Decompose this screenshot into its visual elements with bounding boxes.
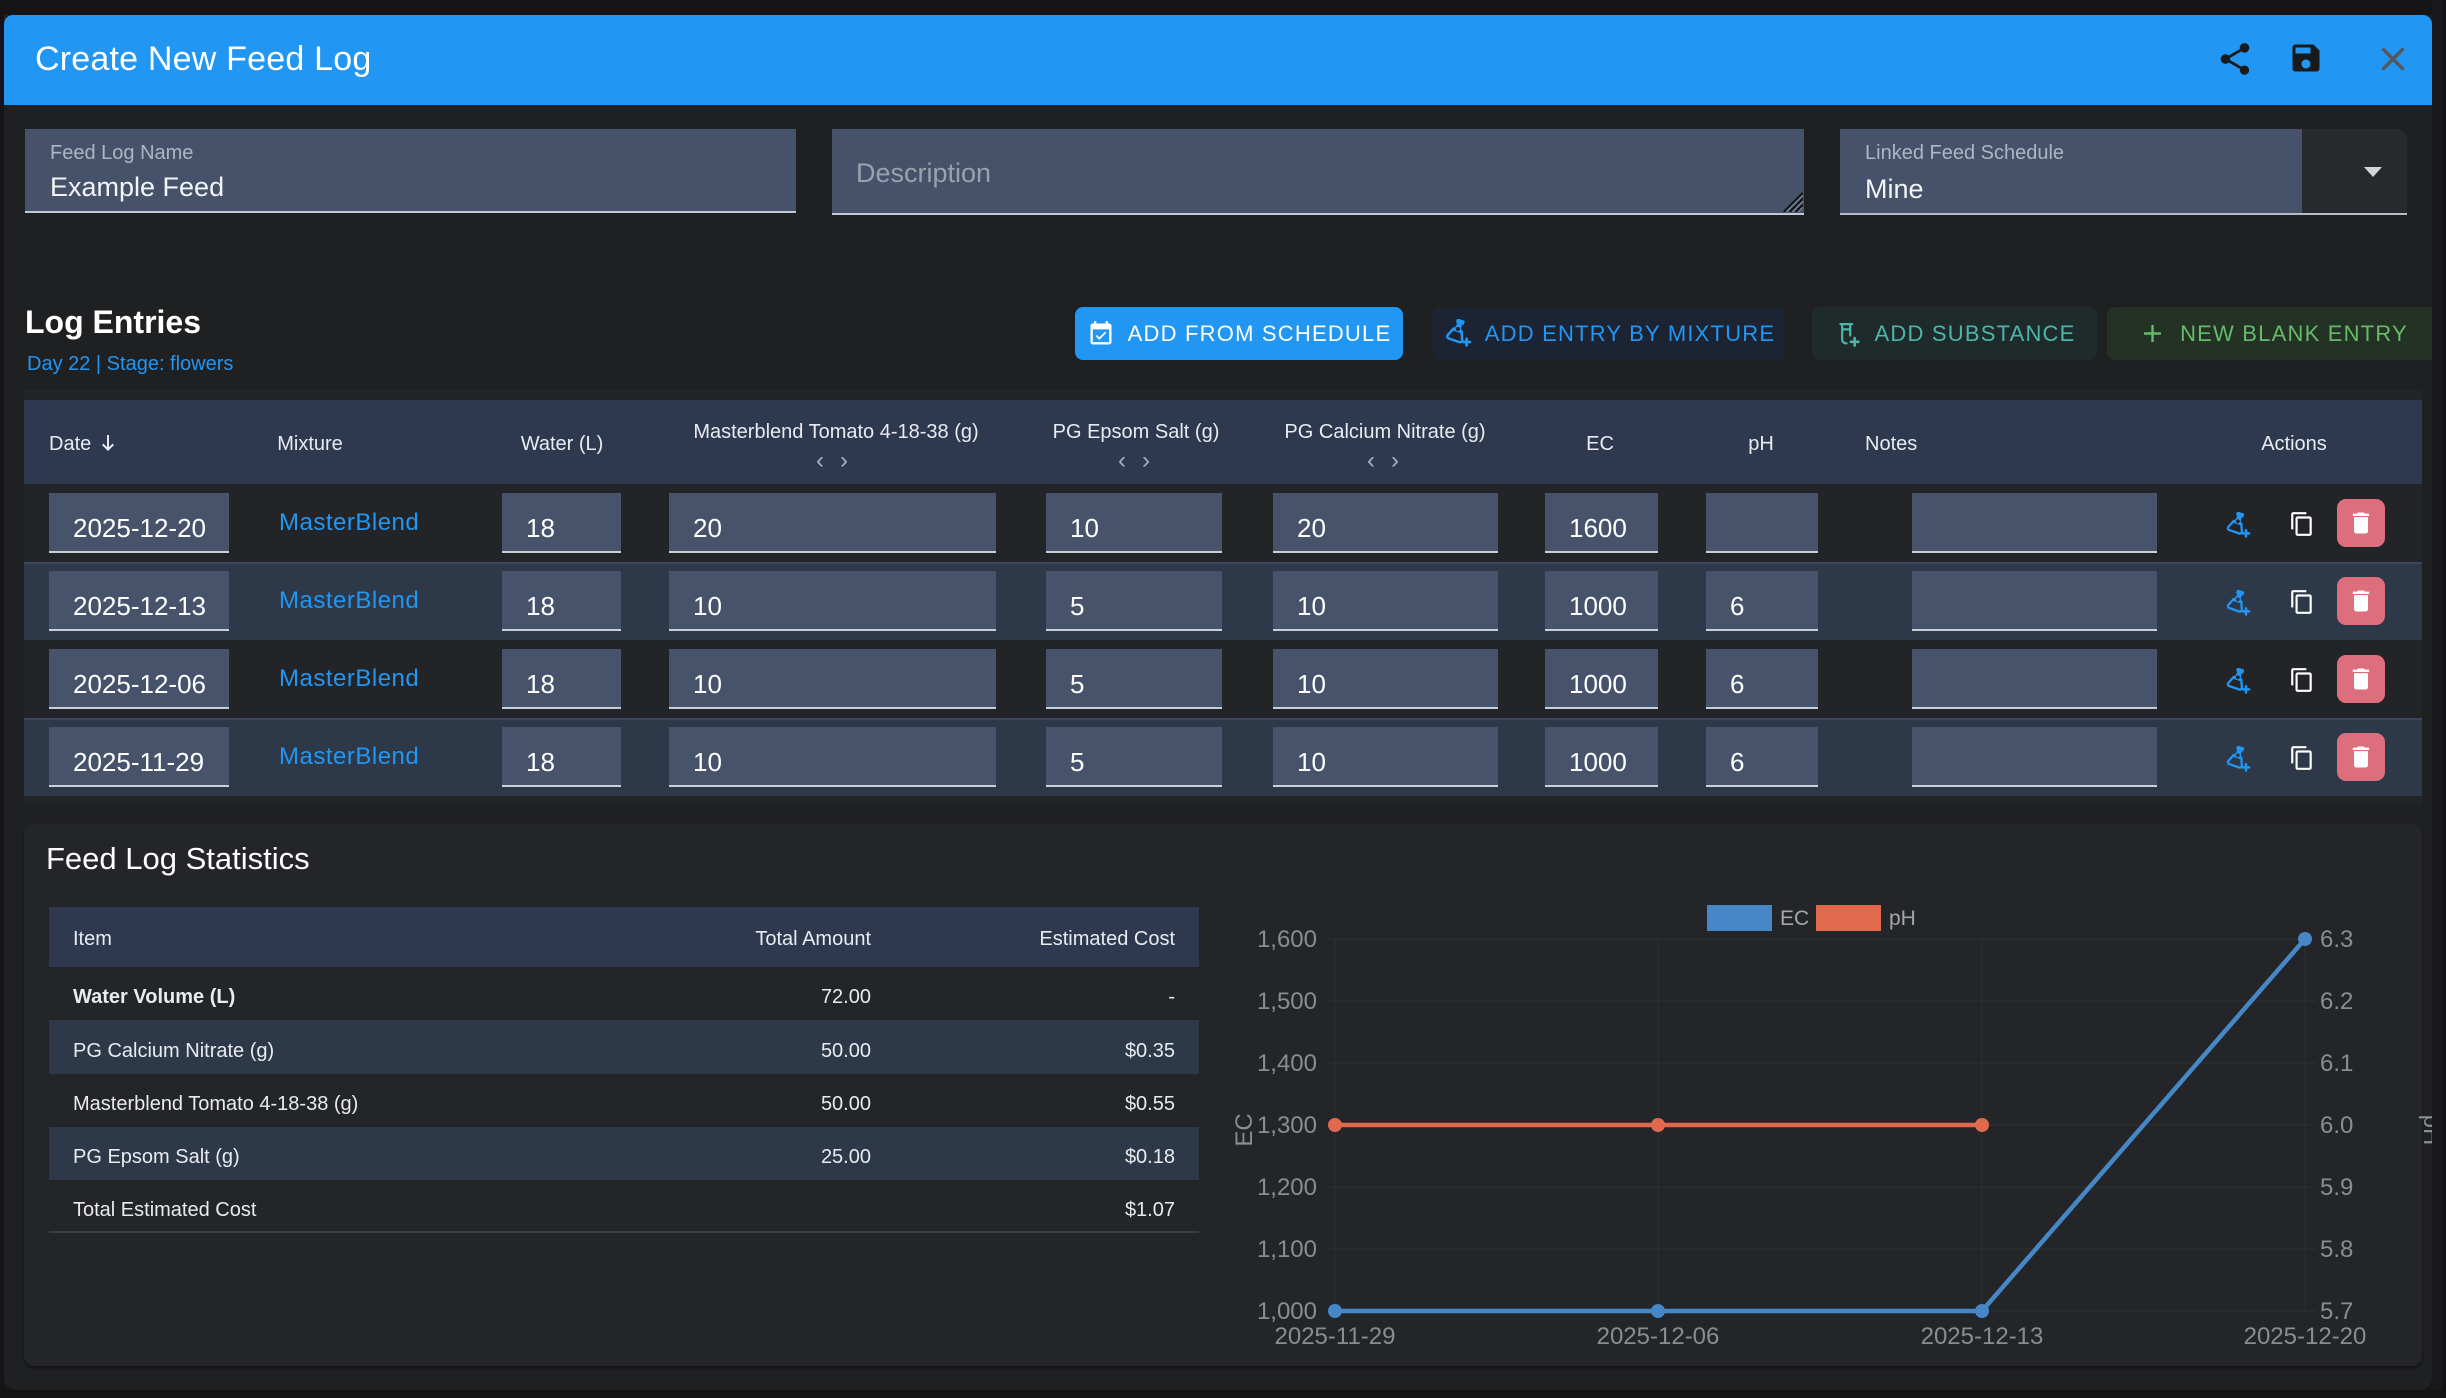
svg-text:6.1: 6.1 bbox=[2320, 1050, 2353, 1077]
svg-text:2025-12-06: 2025-12-06 bbox=[1597, 1323, 1720, 1350]
svg-text:pH: pH bbox=[1889, 907, 1916, 930]
svg-text:1,400: 1,400 bbox=[1257, 1050, 1317, 1077]
svg-text:6.2: 6.2 bbox=[2320, 988, 2353, 1015]
svg-text:6.3: 6.3 bbox=[2320, 926, 2353, 953]
svg-text:5.9: 5.9 bbox=[2320, 1174, 2353, 1201]
svg-text:2025-11-29: 2025-11-29 bbox=[1275, 1323, 1396, 1350]
svg-text:1,200: 1,200 bbox=[1257, 1174, 1317, 1201]
svg-text:1,600: 1,600 bbox=[1257, 926, 1317, 953]
svg-text:2025-12-20: 2025-12-20 bbox=[2244, 1323, 2367, 1350]
svg-text:5.7: 5.7 bbox=[2320, 1298, 2353, 1325]
svg-text:1,500: 1,500 bbox=[1257, 988, 1317, 1015]
svg-text:6.0: 6.0 bbox=[2320, 1112, 2353, 1139]
svg-text:EC: EC bbox=[1231, 1113, 1258, 1146]
svg-text:1,300: 1,300 bbox=[1257, 1112, 1317, 1139]
svg-text:1,100: 1,100 bbox=[1257, 1236, 1317, 1263]
svg-text:EC: EC bbox=[1780, 907, 1809, 930]
svg-text:2025-12-13: 2025-12-13 bbox=[1921, 1323, 2044, 1350]
svg-text:5.8: 5.8 bbox=[2320, 1236, 2353, 1263]
svg-text:pH: pH bbox=[2418, 1115, 2436, 1146]
svg-text:1,000: 1,000 bbox=[1257, 1298, 1317, 1325]
